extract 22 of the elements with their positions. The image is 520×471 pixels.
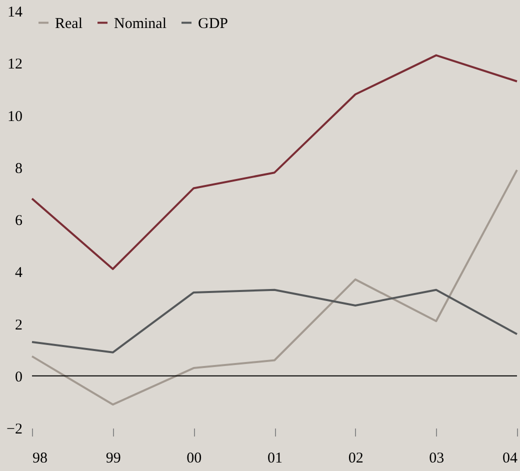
y-tick-label: 10 xyxy=(8,108,22,125)
x-tick-label: 02 xyxy=(348,450,364,466)
legend-label: Nominal xyxy=(114,16,166,32)
y-tick-label: 14 xyxy=(8,4,23,20)
x-tick-label: 01 xyxy=(268,450,282,466)
y-tick-label: 12 xyxy=(8,56,22,73)
y-tick-label: 4 xyxy=(15,265,23,282)
line-series xyxy=(31,54,518,270)
x-tick-label: 99 xyxy=(106,450,121,466)
x-tick-label: 00 xyxy=(186,450,202,466)
y-tick-label: 8 xyxy=(15,160,22,177)
legend-label: GDP xyxy=(198,16,228,32)
x-tick-label: 98 xyxy=(32,450,48,466)
y-tick-label: 0 xyxy=(15,369,22,386)
y-tick-label: 2 xyxy=(15,317,22,334)
line-series xyxy=(31,168,518,406)
x-tick-label: 03 xyxy=(429,450,444,466)
x-tick-label: 04 xyxy=(502,450,518,466)
y-tick-label: −2 xyxy=(6,422,22,438)
y-tick-label: 6 xyxy=(15,213,23,229)
line-series xyxy=(31,288,518,354)
legend-label: Real xyxy=(55,16,82,32)
